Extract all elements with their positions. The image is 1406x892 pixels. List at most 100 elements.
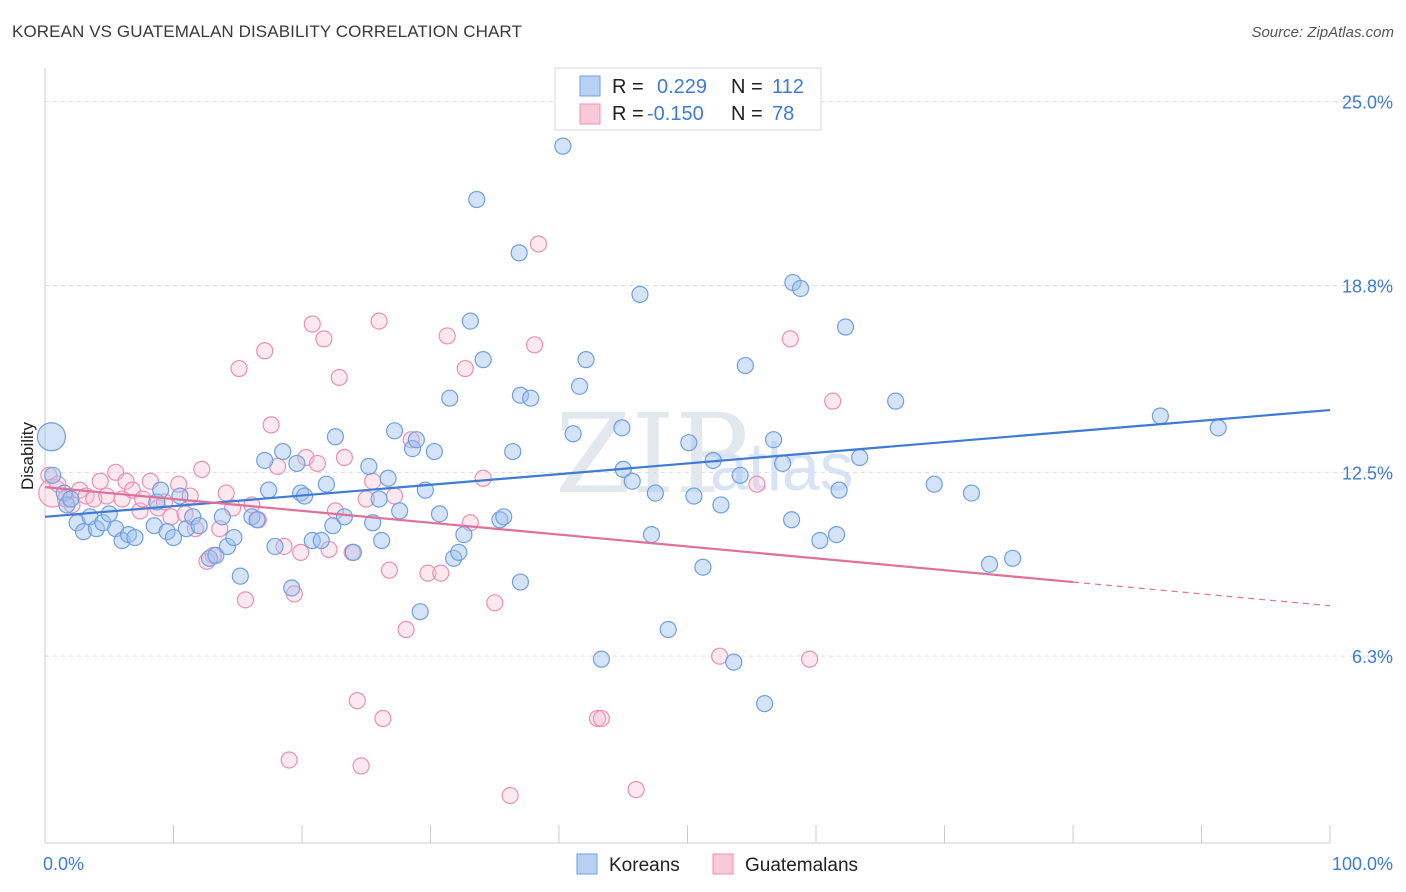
korean-point [171,487,189,505]
guatemalan-point [308,454,327,473]
korean-point [274,442,292,461]
korean-point [407,431,425,449]
korean-point [764,431,783,449]
korean-point [925,475,943,493]
korean-point [184,508,202,526]
korean-point [712,496,730,514]
korean-point [213,508,231,526]
x-tick-label: 100.0% [1332,854,1393,874]
korean-point [631,285,649,304]
guatemalan-point [397,620,415,639]
korean-point [344,543,362,561]
guatemalan-point [230,359,248,378]
korean-point [773,454,792,473]
korean-point [190,517,208,535]
korean-point [554,137,572,155]
korean-point [36,422,67,452]
korean-point [373,531,391,550]
korean-point [468,190,486,209]
guatemalan-point [800,650,819,668]
guatemalans-r-value: -0.150 [647,103,704,125]
guatemalan-point [98,487,116,505]
korean-point [283,579,301,597]
axes [44,68,1331,844]
korean-point [510,244,528,262]
korean-point [126,528,144,547]
korean-point [74,523,93,541]
guatemalan-point [236,591,255,609]
korean-point [782,511,801,529]
y-tick-labels: 6.3% 12.5% 18.8% 25.0% [1342,93,1393,668]
koreans-swatch [579,75,601,97]
guatemalan-point [370,312,388,330]
korean-point [391,502,409,520]
guatemalan-point [193,460,211,478]
guatemalans-r-label: R = [612,103,644,125]
korean-point [256,451,274,470]
guatemalan-point [374,709,392,728]
korean-point [577,351,595,369]
legend-koreans-swatch [576,853,598,875]
y-tick-label: 25.0% [1342,93,1393,113]
korean-point [851,448,869,467]
korean-point [303,531,321,550]
koreans-trend-line [44,408,1331,518]
guatemalan-point [162,508,180,526]
x-tick-labels: 0.0% 100.0% [43,854,1393,874]
korean-point [326,428,345,446]
korean-point [680,434,698,452]
guatemalan-point [627,781,645,799]
koreans-r-value: 0.229 [657,76,707,98]
guatemalan-point [256,342,274,360]
korean-point [811,531,829,550]
guatemalan-point [364,472,382,490]
korean-point [736,356,754,375]
korean-point [962,484,981,502]
korean-point [207,546,225,564]
korean-point [836,318,855,336]
korean-point [385,422,404,440]
korean-point [403,440,422,458]
koreans-points [36,137,1227,713]
korean-point [370,490,388,508]
korean-point [317,475,336,493]
korean-point [225,528,243,547]
korean-point [731,466,749,484]
korean-point [613,419,631,437]
guatemalans-swatch [579,103,601,125]
korean-point [495,508,513,526]
korean-point [1004,549,1022,567]
korean-point [685,487,703,505]
korean-point [592,650,611,668]
korean-point [522,389,540,407]
korean-point [218,537,237,556]
guatemalan-point [330,368,348,387]
korean-point [887,392,905,410]
korean-point [474,351,492,369]
guatemalan-point [275,537,293,556]
guatemalan-point [419,564,437,582]
guatemalan-point [348,692,366,710]
korean-point [1151,407,1169,425]
guatemalan-point [456,359,474,378]
korean-point [455,525,473,544]
korean-point [450,543,468,561]
korean-point [87,520,106,538]
guatemalan-point [592,709,611,728]
korean-point [312,531,330,550]
korean-point [324,517,342,535]
y-tick-label: 18.8% [1342,277,1393,297]
guatemalan-point [402,431,420,449]
korean-point [288,454,306,473]
korean-point [266,537,284,556]
korean-point [827,525,846,544]
koreans-r-label: R = [612,76,644,98]
korean-point [335,508,354,526]
korean-point [511,573,530,591]
korean-point [980,555,999,573]
korean-point [830,481,848,499]
guatemalan-point [262,416,280,434]
korean-point [152,481,170,499]
legend-guatemalans-swatch [712,853,734,875]
